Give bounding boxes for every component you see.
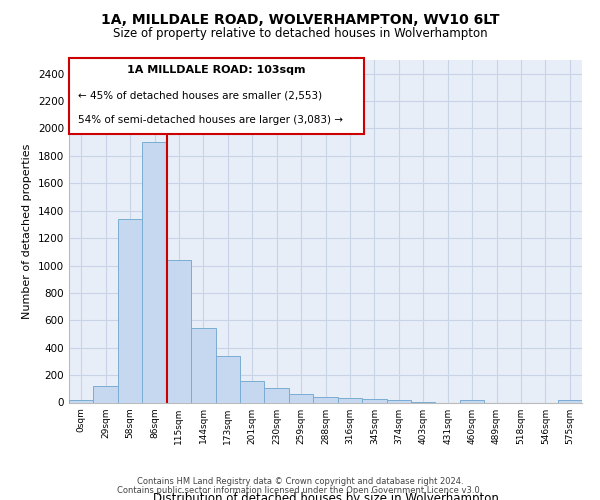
Bar (313, 398, 338, 402)
Bar (362, 398, 386, 402)
Bar (118, 219, 142, 402)
Text: 54% of semi-detached houses are larger (3,083) →: 54% of semi-detached houses are larger (… (78, 114, 343, 124)
Bar (69, 400, 94, 402)
Text: 1A MILLDALE ROAD: 103sqm: 1A MILLDALE ROAD: 103sqm (127, 65, 306, 75)
Y-axis label: Number of detached properties: Number of detached properties (22, 144, 32, 319)
Text: Size of property relative to detached houses in Wolverhampton: Size of property relative to detached ho… (113, 28, 487, 40)
Bar (167, 260, 191, 402)
FancyBboxPatch shape (69, 58, 364, 134)
Text: Contains public sector information licensed under the Open Government Licence v3: Contains public sector information licen… (118, 486, 482, 495)
Bar (142, 142, 167, 403)
Text: Contains HM Land Registry data © Crown copyright and database right 2024.: Contains HM Land Registry data © Crown c… (137, 477, 463, 486)
Text: 1A, MILLDALE ROAD, WOLVERHAMPTON, WV10 6LT: 1A, MILLDALE ROAD, WOLVERHAMPTON, WV10 6… (101, 12, 499, 26)
X-axis label: Distribution of detached houses by size in Wolverhampton: Distribution of detached houses by size … (152, 492, 499, 500)
Bar (215, 356, 240, 403)
Bar (386, 400, 411, 402)
Text: ← 45% of detached houses are smaller (2,553): ← 45% of detached houses are smaller (2,… (78, 90, 322, 100)
Bar (557, 400, 582, 402)
Bar (265, 388, 289, 402)
Bar (191, 328, 215, 402)
Bar (460, 400, 484, 402)
Bar (94, 386, 118, 402)
Bar (338, 398, 362, 402)
Bar (289, 394, 313, 402)
Bar (240, 380, 265, 402)
